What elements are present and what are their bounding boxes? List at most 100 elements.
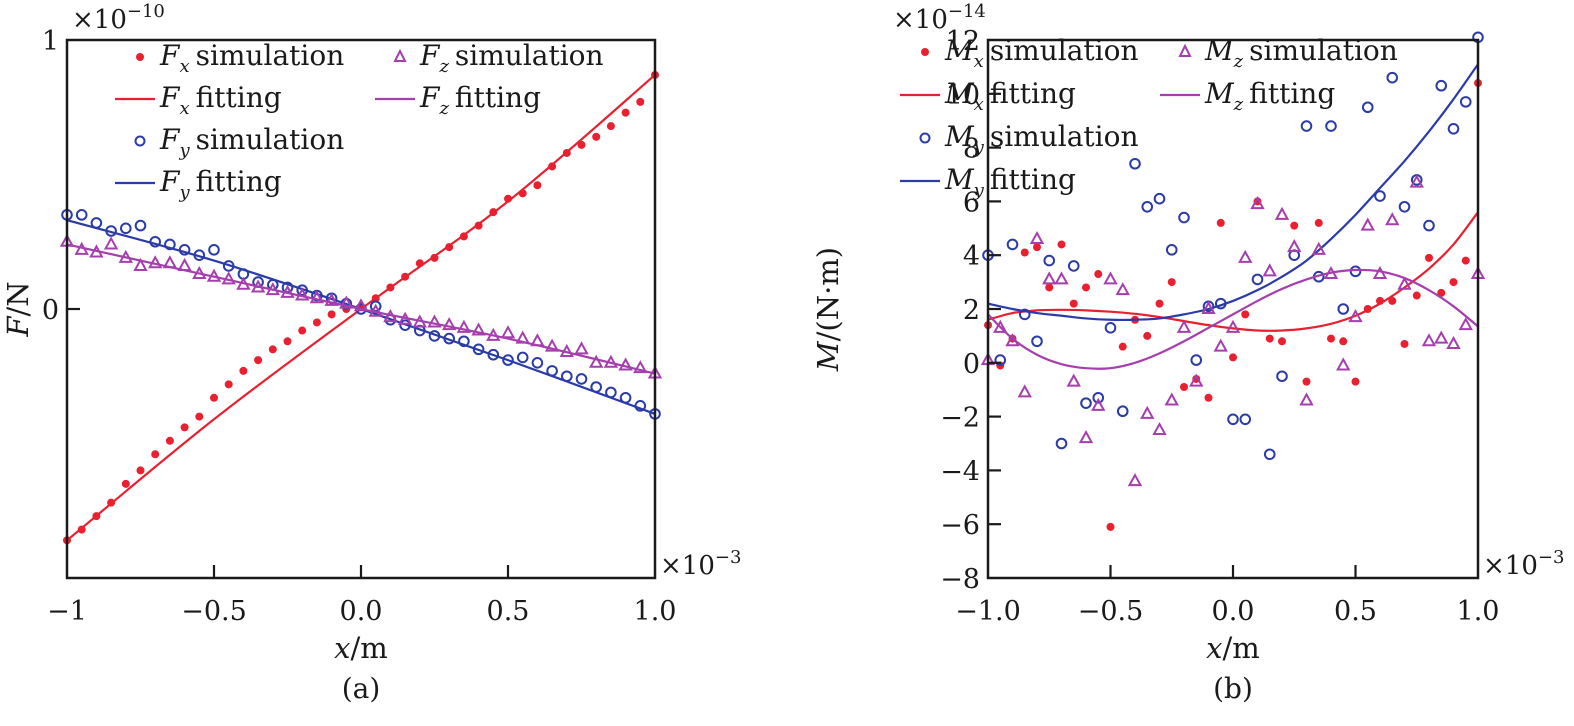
panel-b-mz-simulation-point: [1274, 206, 1290, 220]
panel-b-my-simulation-point: [1447, 122, 1460, 135]
legend-subscript: y: [178, 140, 190, 161]
panel-b-mz-fitting-line: [987, 268, 1479, 370]
panel-b-mz-simulation-point: [1385, 212, 1400, 226]
panel-a-fz-simulation-point: [133, 257, 148, 271]
panel-b-mz-simulation-point: [1164, 392, 1179, 406]
panel-b-mx-simulation-point: [1155, 299, 1164, 308]
panel-a-data-marks: [59, 70, 663, 545]
panel-b-mx-simulation-point: [1265, 334, 1274, 343]
legend-text: fitting: [990, 163, 1076, 196]
panel-b-mz-simulation-point: [1238, 249, 1253, 263]
panel-b-my-simulation-point: [1043, 254, 1056, 267]
panel-b-caption: (b): [1213, 672, 1253, 705]
panel-b-y-tick-label: 10: [946, 80, 980, 111]
panel-b-x-tick-label: 0.0: [1212, 596, 1255, 627]
panel-b-mx-simulation-point: [1069, 299, 1078, 308]
panel-b-mz-simulation-point: [1189, 373, 1204, 387]
panel-a-y-multiplier: ×10−10: [72, 1, 165, 35]
panel-b-mz-simulation-point: [1299, 392, 1314, 406]
legend-entry-label: My fitting: [944, 163, 1076, 201]
panel-b-mz-simulation-point: [1372, 265, 1388, 280]
panel-b-mz-simulation-point: [1421, 333, 1437, 347]
panel-b-mz-simulation-point: [1103, 271, 1118, 285]
panel-b-mz-simulation-point: [1446, 335, 1461, 349]
panel-a-fx-simulation-point: [577, 140, 586, 149]
panel-a-x-tick-label: 0.0: [340, 596, 383, 627]
panel-b-x-tick-label: −1.0: [955, 596, 1021, 627]
panel-b-mz-simulation-point: [1176, 319, 1192, 333]
panel-b-mx-simulation-point: [1167, 278, 1176, 287]
panel-b-my-simulation-point: [1276, 370, 1288, 383]
panel-a-fx-simulation-point: [239, 366, 248, 375]
panel-b-my-simulation-point: [1080, 397, 1092, 409]
legend-symbol: F: [419, 39, 441, 72]
panel-a-fy-simulation-point: [531, 357, 544, 369]
panel-b-mz-simulation-point: [1458, 317, 1473, 331]
panel-b-mx-simulation-point: [1388, 296, 1397, 305]
legend-symbol: F: [159, 123, 181, 156]
panel-b-y-tick-label: −6: [940, 510, 980, 541]
panel-a-fz-simulation-point: [353, 298, 369, 312]
panel-a-fx-simulation-point: [195, 412, 204, 421]
panel-a-y-tick-label: 1: [42, 26, 59, 57]
panel-b-my-simulation-point: [1092, 391, 1105, 404]
panel-b-x-tick-label: 1.0: [1457, 596, 1500, 627]
legend-symbol: M: [944, 163, 975, 196]
panel-a-fz-fitting-line: [66, 243, 656, 375]
legend-circle-icon: [919, 132, 931, 144]
panel-b-my-simulation-point: [1141, 200, 1154, 213]
panel-b-my-simulation-point: [1165, 244, 1178, 256]
panel-b-mz-simulation-point: [1140, 405, 1155, 419]
panel-b-my-simulation-point: [1435, 79, 1448, 92]
legend-entry-label: Mx fitting: [944, 77, 1076, 115]
panel-b-my-simulation-point: [1116, 405, 1129, 418]
panel-a-fx-simulation-point: [636, 97, 645, 106]
panel-b-my-simulation-point: [1423, 219, 1435, 232]
legend-subscript: x: [974, 51, 984, 72]
legend-triangle-icon: [1178, 43, 1192, 57]
legend-symbol: F: [159, 81, 181, 114]
panel-b-mx-simulation-point: [1057, 240, 1066, 249]
panel-a-fx-simulation-point: [283, 337, 292, 346]
panel-b-my-simulation-point: [1067, 260, 1080, 272]
legend-text: simulation: [990, 120, 1139, 153]
panel-b-mz-simulation-point: [1201, 300, 1216, 314]
legend-symbol: M: [944, 120, 975, 153]
panel-b-mx-simulation-point: [1033, 243, 1041, 252]
panel-b-mz-simulation-point: [1115, 282, 1130, 296]
panel-b-my-simulation-point: [1374, 190, 1386, 202]
panel-a-fy-simulation-point: [458, 335, 470, 348]
panel-b-mx-simulation-point: [1290, 221, 1299, 230]
panel-a-fz-simulation-point: [103, 236, 119, 250]
panel-b-my-simulation-point: [1325, 120, 1337, 132]
panel-b-y-tick-label: −8: [940, 564, 980, 595]
panel-b-y-tick-label: 8: [963, 134, 980, 165]
panel-a-fx-simulation-point: [151, 450, 160, 459]
legend-entry-label: Fy fitting: [159, 165, 282, 203]
panel-b-ticks: −1.0 −0.5 0.0 0.5 1.0 −8 −6 −4 −2 0 2 4 6 8 10 12: [940, 26, 1499, 627]
panel-b-mx-simulation-point: [1351, 377, 1360, 386]
panel-b-mx-simulation-point: [1045, 283, 1054, 292]
legend-entry-label: Mx simulation: [944, 34, 1138, 72]
panel-a-fx-fitting-line: [66, 74, 656, 542]
panel-b-y-multiplier: ×10−14: [893, 1, 986, 35]
legend-entry-label: Fy simulation: [159, 123, 344, 161]
legend-text: fitting: [196, 81, 282, 114]
legend-entry-label: My simulation: [944, 120, 1139, 158]
panel-b-my-simulation-point: [1349, 265, 1362, 278]
legend-subscript: y: [973, 137, 985, 158]
panel-b-mz-simulation-point: [1397, 276, 1412, 290]
panel-b-mz-simulation-point: [1262, 263, 1277, 277]
panel-a-fz-simulation-point: [324, 292, 339, 306]
panel-b-mx-simulation-point: [1400, 339, 1409, 348]
panel-a-fz-simulation-point: [442, 317, 457, 331]
panel-b-mx-simulation-point: [1339, 337, 1348, 346]
panel-a-fx-simulation-point: [180, 423, 189, 432]
panel-b-mz-simulation-point: [1225, 319, 1241, 333]
panel-a-fz-simulation-point: [427, 314, 442, 328]
panel-b-mz-simulation-point: [1017, 384, 1032, 398]
panel-b-mx-simulation-point: [1425, 253, 1433, 262]
